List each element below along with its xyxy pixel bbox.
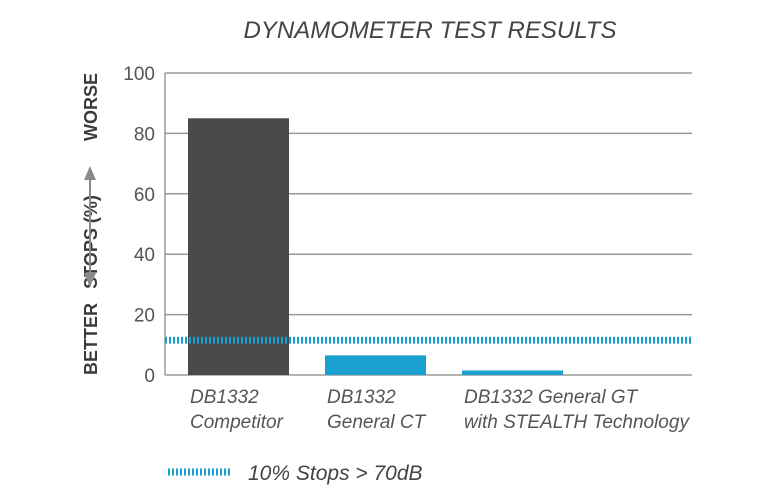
chart-title: DYNAMOMETER TEST RESULTS: [244, 17, 617, 44]
y-axis-better-label: BETTER: [81, 303, 101, 375]
bar: [325, 355, 426, 375]
x-category-label: General CT: [327, 412, 427, 433]
y-tick-label: 20: [134, 306, 155, 327]
legend: 10% Stops > 70dB: [168, 462, 423, 485]
arrow-down-icon: [84, 273, 96, 287]
y-tick-label: 0: [144, 366, 155, 387]
y-tick-label: 80: [134, 124, 155, 145]
x-category-label: DB1332 General GT: [464, 387, 639, 408]
legend-label: 10% Stops > 70dB: [248, 462, 423, 485]
y-tick-label: 60: [134, 185, 155, 206]
x-axis-labels: DB1332 Competitor DB1332 General CT DB1332 G…: [190, 387, 690, 433]
x-category-label: Competitor: [190, 412, 284, 433]
bars: [188, 118, 563, 376]
x-category-label: with STEALTH Technology: [464, 412, 690, 433]
x-category-label: DB1332: [190, 387, 259, 408]
y-tick-label: 40: [134, 245, 155, 266]
x-category-label: DB1332: [327, 387, 396, 408]
bar: [462, 370, 563, 375]
y-axis-ticks: 0 20 40 60 80 100: [123, 64, 155, 387]
y-axis-worse-label: WORSE: [81, 73, 101, 141]
bar: [188, 118, 289, 376]
y-tick-label: 100: [123, 64, 155, 85]
y-axis-label-group: STOPS (%) BETTER WORSE: [81, 73, 101, 375]
arrow-up-icon: [84, 166, 96, 180]
